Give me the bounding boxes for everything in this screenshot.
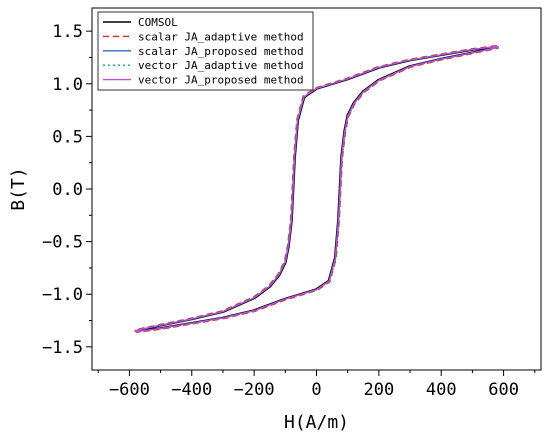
y-tick-label: 1.5 — [52, 22, 83, 42]
y-tick-label: −1.0 — [42, 285, 83, 305]
x-axis-title: H(A/m) — [284, 412, 349, 433]
x-tick-label: 0 — [311, 380, 321, 400]
legend-label-2: scalar JA_adaptive method — [138, 30, 304, 43]
x-tick-label: 600 — [488, 380, 519, 400]
y-axis-title: B(T) — [8, 167, 29, 210]
legend-label-3: scalar JA_proposed method — [138, 45, 304, 58]
x-axis-ticks: −600 −400 −200 0 200 400 600 — [97, 370, 536, 400]
x-tick-label: 200 — [364, 380, 395, 400]
x-tick-label: −400 — [171, 380, 212, 400]
legend-label-5: vector JA_proposed method — [138, 74, 304, 87]
legend-box — [97, 11, 314, 91]
y-tick-label: 0.5 — [52, 127, 83, 147]
x-tick-label: −600 — [109, 380, 150, 400]
x-tick-label: −200 — [234, 380, 275, 400]
y-tick-label: −1.5 — [42, 338, 83, 358]
x-tick-label: 400 — [426, 380, 457, 400]
y-tick-label: 0.0 — [52, 180, 83, 200]
series-layer — [134, 45, 499, 333]
y-tick-label: 1.0 — [52, 75, 83, 95]
y-tick-label: −0.5 — [42, 233, 83, 253]
legend-label-4: vector JA_adaptive method — [138, 59, 304, 72]
series-line-5 — [135, 45, 498, 333]
y-axis-ticks: −1.5 −1.0 −0.5 0.0 0.5 1.0 1.5 — [42, 22, 92, 358]
legend-label-1: COMSOL — [138, 16, 178, 29]
